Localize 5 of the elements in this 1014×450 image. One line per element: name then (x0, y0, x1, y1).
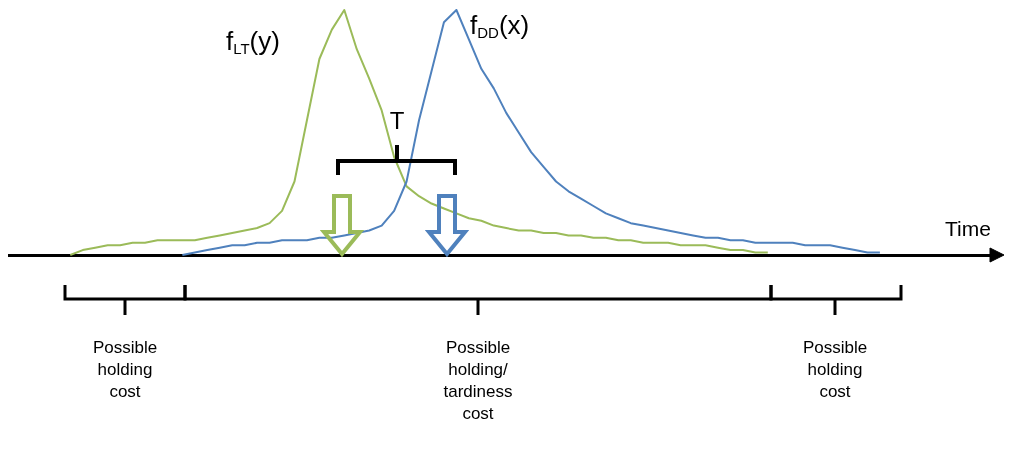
text: Possible holding cost (92, 337, 158, 401)
annotation: T (389, 106, 405, 134)
x-axis-title: Time (945, 217, 991, 240)
text: Possible holding/tardiness cost (443, 337, 513, 423)
text: Possible holding cost (802, 337, 868, 401)
